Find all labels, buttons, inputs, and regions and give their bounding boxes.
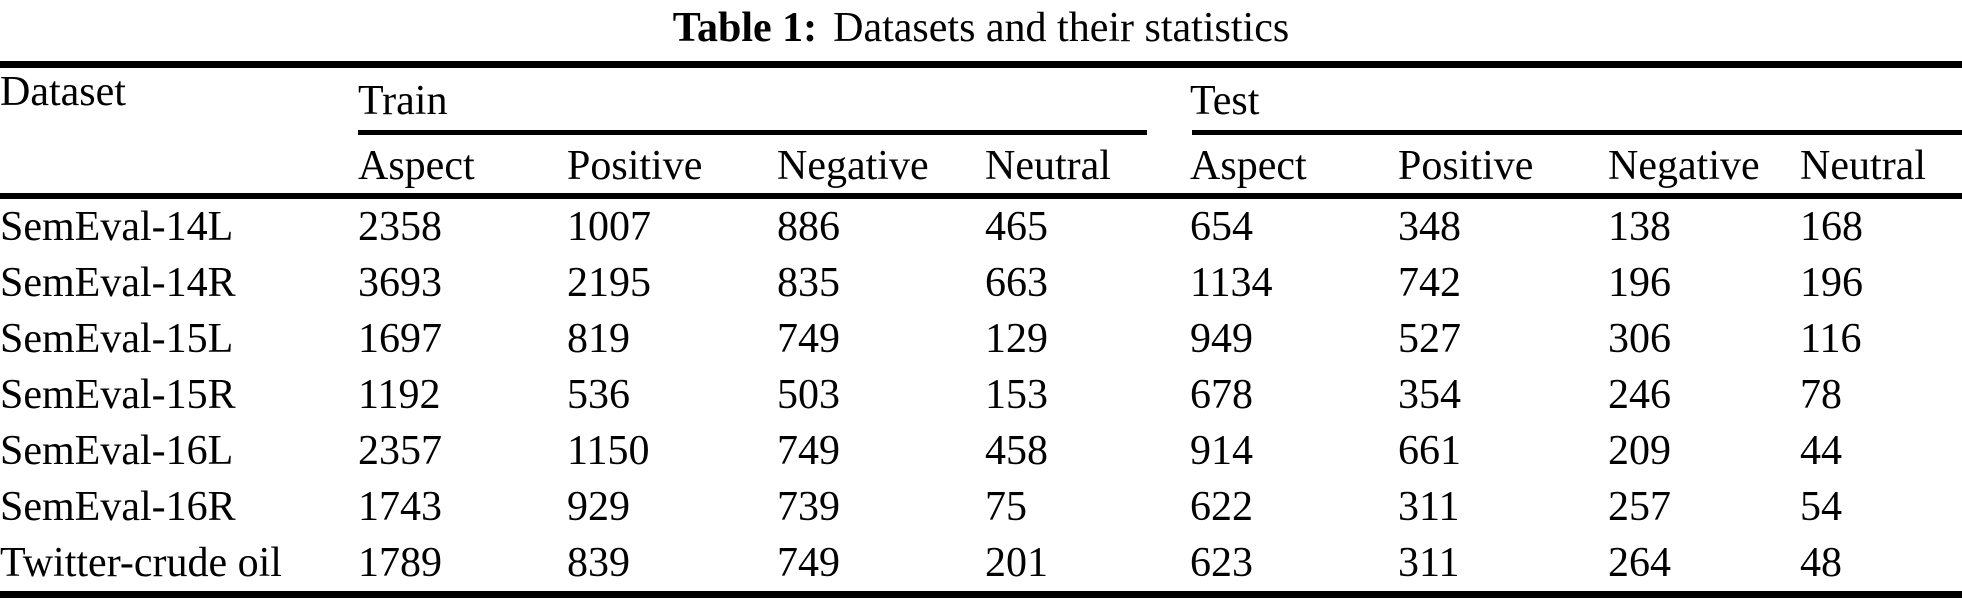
cell-train-aspect: 2357 [358,428,442,474]
test-group-rule [1192,130,1962,135]
cell-test-positive: 354 [1398,372,1462,418]
cell-test-aspect: 623 [1190,540,1254,586]
train-group-rule [358,130,1147,135]
datasets-table: Dataset Train Test Aspect Positive Negat… [0,68,1962,591]
cell-dataset: SemEval-16L [0,428,234,474]
cell-test-neutral: 54 [1800,484,1843,530]
group-header-test: Test [1190,78,1260,124]
cell-train-neutral: 465 [985,204,1048,250]
caption-label: Table 1: [672,5,818,51]
column-header-dataset: Dataset [0,69,126,115]
column-header-train-neutral: Neutral [985,143,1111,189]
cell-train-positive: 536 [567,372,630,418]
cell-dataset: SemEval-15R [0,372,236,418]
cell-test-neutral: 78 [1800,372,1843,418]
column-header-train-aspect: Aspect [358,143,475,189]
cell-train-aspect: 3693 [358,260,442,306]
cell-train-neutral: 458 [985,428,1048,474]
cell-test-positive: 527 [1398,316,1462,362]
table-row: SemEval-16R 1743 929 739 75 622 311 257 … [0,479,1962,535]
cell-dataset: Twitter-crude oil [0,540,282,586]
group-header-train: Train [358,78,448,124]
cell-train-positive: 1007 [567,204,651,250]
cell-train-positive: 819 [567,316,630,362]
cell-test-negative: 196 [1608,260,1672,306]
column-header-train-positive: Positive [567,143,703,189]
cell-train-positive: 1150 [567,428,650,474]
cell-test-positive: 311 [1398,540,1460,586]
cell-test-aspect: 949 [1190,316,1254,362]
table-row: Twitter-crude oil 1789 839 749 201 623 3… [0,535,1962,591]
cell-test-aspect: 1134 [1190,260,1273,306]
column-header-test-positive: Positive [1398,143,1534,189]
bottom-rule [0,591,1962,598]
cell-train-negative: 835 [777,260,840,306]
cell-test-aspect: 654 [1190,204,1254,250]
cell-test-positive: 661 [1398,428,1462,474]
cell-train-aspect: 1789 [358,540,442,586]
cell-dataset: SemEval-14R [0,260,236,306]
cell-train-aspect: 1192 [358,372,441,418]
cell-train-positive: 2195 [567,260,651,306]
cell-dataset: SemEval-15L [0,316,234,362]
table-row: SemEval-15L 1697 819 749 129 949 527 306… [0,311,1962,367]
cell-test-negative: 306 [1608,316,1672,362]
cell-test-negative: 246 [1608,372,1672,418]
cell-test-neutral: 44 [1800,428,1843,474]
cell-test-aspect: 914 [1190,428,1254,474]
cell-test-positive: 742 [1398,260,1462,306]
cell-train-negative: 503 [777,372,840,418]
cell-train-neutral: 129 [985,316,1048,362]
cell-dataset: SemEval-16R [0,484,236,530]
cell-test-neutral: 196 [1800,260,1864,306]
column-header-train-negative: Negative [777,143,929,189]
cell-train-neutral: 75 [985,484,1027,530]
cell-test-negative: 138 [1608,204,1672,250]
column-header-test-aspect: Aspect [1190,143,1307,189]
cell-train-aspect: 2358 [358,204,442,250]
cell-test-aspect: 622 [1190,484,1254,530]
cell-test-negative: 257 [1608,484,1672,530]
cell-test-neutral: 116 [1800,316,1862,362]
cell-train-neutral: 201 [985,540,1048,586]
table-row: SemEval-14R 3693 2195 835 663 1134 742 1… [0,255,1962,311]
column-header-test-neutral: Neutral [1800,143,1926,189]
cell-test-positive: 348 [1398,204,1462,250]
cell-train-aspect: 1743 [358,484,442,530]
table-row: SemEval-15R 1192 536 503 153 678 354 246… [0,367,1962,423]
cell-test-negative: 209 [1608,428,1672,474]
column-header-test-negative: Negative [1608,143,1760,189]
cell-test-positive: 311 [1398,484,1460,530]
cell-dataset: SemEval-14L [0,204,234,250]
cell-train-negative: 886 [777,204,840,250]
cell-test-neutral: 168 [1800,204,1864,250]
cell-train-positive: 929 [567,484,630,530]
cell-train-neutral: 663 [985,260,1048,306]
header-rule [0,193,1962,199]
table-caption: Table 1: Datasets and their statistics [0,0,1962,58]
top-rule [0,61,1962,68]
cell-test-aspect: 678 [1190,372,1254,418]
cell-train-negative: 749 [777,540,840,586]
cell-test-neutral: 48 [1800,540,1843,586]
caption-text: Datasets and their statistics [833,5,1290,51]
cell-train-negative: 749 [777,428,840,474]
cell-train-positive: 839 [567,540,630,586]
table-row: SemEval-16L 2357 1150 749 458 914 661 20… [0,423,1962,479]
cell-train-negative: 739 [777,484,840,530]
cell-train-neutral: 153 [985,372,1048,418]
group-header-row: Dataset Train Test [0,68,1962,134]
cell-train-aspect: 1697 [358,316,442,362]
table-row: SemEval-14L 2358 1007 886 465 654 348 13… [0,199,1962,255]
cell-train-negative: 749 [777,316,840,362]
cell-test-negative: 264 [1608,540,1672,586]
sub-header-row: Aspect Positive Negative Neutral Aspect … [0,134,1962,199]
